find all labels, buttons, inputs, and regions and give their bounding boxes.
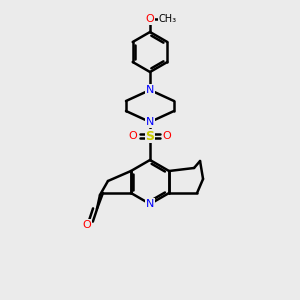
Text: O: O xyxy=(146,14,154,24)
Text: O: O xyxy=(129,131,137,141)
Text: N: N xyxy=(146,85,154,95)
Text: O: O xyxy=(82,220,91,230)
Text: O: O xyxy=(163,131,171,141)
Text: S: S xyxy=(146,130,154,142)
Text: N: N xyxy=(146,199,154,209)
Text: CH₃: CH₃ xyxy=(159,14,177,24)
Text: N: N xyxy=(146,117,154,127)
